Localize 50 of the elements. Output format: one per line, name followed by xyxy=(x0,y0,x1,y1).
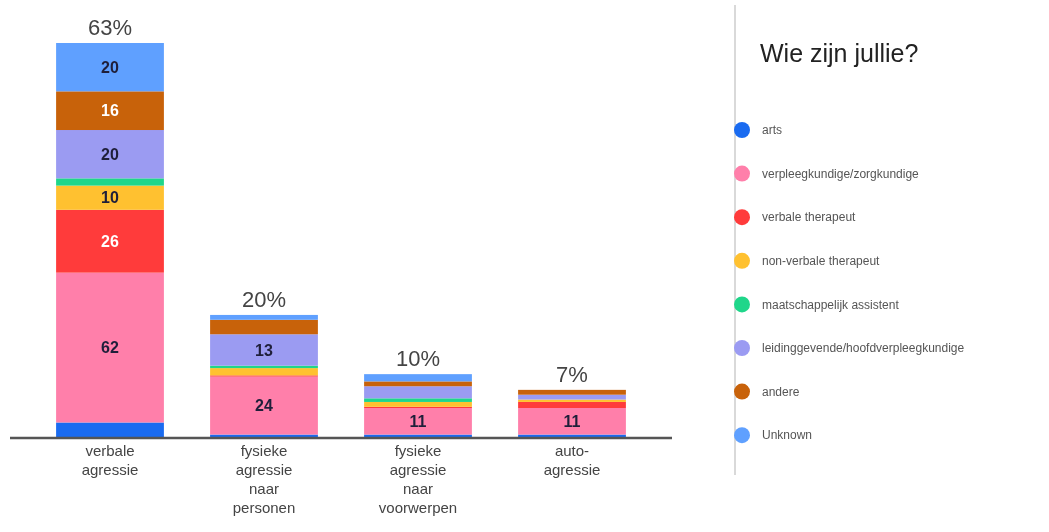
data-label: 11 xyxy=(563,412,581,430)
bar xyxy=(210,319,318,335)
legend-label: andere xyxy=(762,384,800,399)
data-label: 10 xyxy=(101,189,119,207)
annotation: 7% xyxy=(556,361,588,387)
legend-label: verbale therapeut xyxy=(762,210,857,225)
bar xyxy=(210,376,318,435)
legend-label: verpleegkundige/zorgkundige xyxy=(762,166,920,181)
annotation: 20% xyxy=(241,286,287,312)
x-tick-label: fysieke agressie naar voorwerpen xyxy=(378,442,458,516)
legend-label: non-verbale therapeut xyxy=(762,254,881,268)
bar xyxy=(56,209,164,273)
legend-label: maatschappelijk assistent xyxy=(762,297,900,312)
legend-label: arts xyxy=(762,123,783,138)
data-label: 11 xyxy=(409,412,427,430)
bar xyxy=(518,401,626,408)
bar xyxy=(56,130,164,179)
annotation: 63% xyxy=(87,15,133,40)
bar xyxy=(56,422,164,437)
bar xyxy=(210,368,318,376)
x-tick-label: fysieke agressie naar personen xyxy=(232,442,296,516)
annotation: 10% xyxy=(395,346,441,372)
data-label: 24 xyxy=(255,397,273,415)
bar xyxy=(364,381,472,387)
data-label: 26 xyxy=(101,232,119,250)
bar xyxy=(210,334,318,366)
legend-label: Unknown xyxy=(762,428,813,443)
data-label: 13 xyxy=(255,341,273,359)
bar xyxy=(364,407,472,435)
bar xyxy=(518,407,626,435)
data-label: 16 xyxy=(101,102,119,120)
bar xyxy=(518,389,626,395)
legend-label: leidinggevende/hoofdverpleegkundige xyxy=(762,341,965,356)
bar xyxy=(364,398,472,402)
bar xyxy=(56,91,164,131)
bar xyxy=(364,386,472,399)
data-label: 20 xyxy=(101,58,119,76)
bar xyxy=(518,394,626,400)
legend-title: Wie zijn jullie? xyxy=(760,39,919,67)
bar xyxy=(364,401,472,407)
bar xyxy=(56,185,164,210)
bar xyxy=(56,272,164,423)
x-tick-label: verbale agressie xyxy=(81,442,139,478)
data-label: 62 xyxy=(101,339,119,357)
x-tick-label: auto-agressie xyxy=(543,442,601,478)
data-label: 20 xyxy=(101,145,119,163)
bar xyxy=(56,43,164,92)
bar xyxy=(210,314,318,320)
bar xyxy=(364,374,472,382)
bar xyxy=(56,178,164,186)
